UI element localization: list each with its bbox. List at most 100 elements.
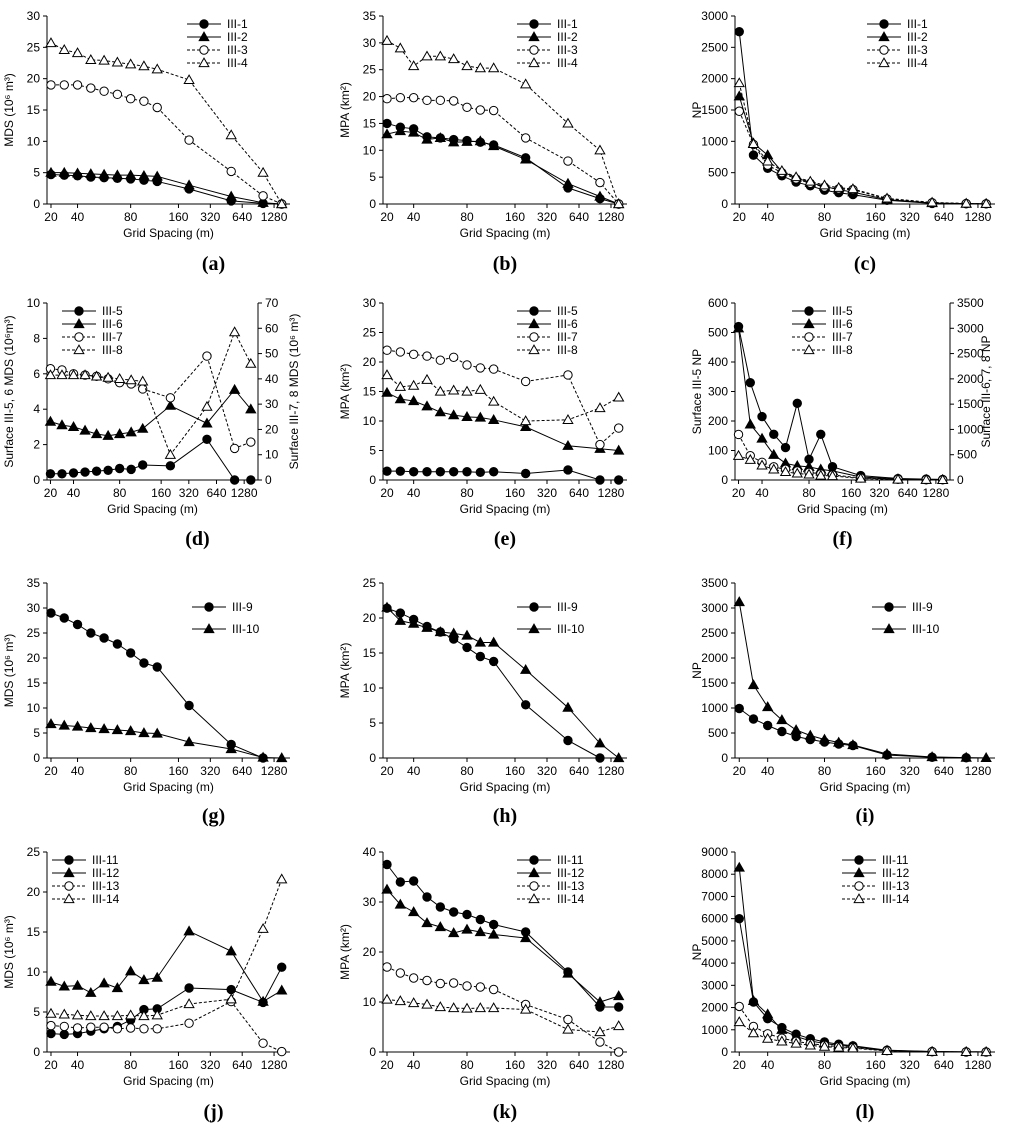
panel-label: (i) <box>856 805 875 827</box>
series-iii-11 <box>734 913 991 1057</box>
y-tick-label: 200 <box>708 414 728 428</box>
x-tick-label: 640 <box>232 210 252 224</box>
panel-label: (b) <box>493 253 517 275</box>
data-point <box>475 914 486 925</box>
data-point <box>733 429 744 440</box>
y-tick-label: 0 <box>721 751 728 765</box>
data-point <box>58 980 70 991</box>
data-point <box>72 80 83 90</box>
data-point <box>461 1002 473 1013</box>
x-tick-label: 1280 <box>261 764 288 778</box>
x-tick-label: 40 <box>761 1058 775 1072</box>
series-iii-2 <box>45 166 288 209</box>
data-point <box>228 383 241 394</box>
y-tick-label: 40 <box>363 845 377 859</box>
data-point <box>447 136 460 147</box>
data-point <box>408 467 419 477</box>
data-point <box>407 60 420 71</box>
data-point <box>462 102 472 113</box>
data-point <box>90 370 103 381</box>
y-tick-label: 30 <box>27 9 41 23</box>
data-point <box>258 191 268 201</box>
legend-label: III-6 <box>102 317 123 331</box>
data-point <box>434 385 447 396</box>
legend-label: III-12 <box>882 866 910 880</box>
data-point <box>382 466 392 476</box>
legend-label: III-1 <box>557 17 578 31</box>
legend: III-9 III-10 <box>192 600 260 636</box>
y-tick-label: 4000 <box>701 956 728 970</box>
data-point <box>111 56 124 67</box>
series-line <box>738 601 987 759</box>
data-point <box>202 434 212 444</box>
data-point <box>124 169 137 180</box>
series-iii-6 <box>381 386 625 455</box>
data-point <box>960 1046 972 1057</box>
data-point <box>461 60 473 71</box>
data-point <box>756 432 768 443</box>
data-point <box>768 448 780 459</box>
legend-label: III-4 <box>227 56 248 70</box>
data-point <box>563 735 573 746</box>
y-tick-label: 25 <box>363 63 377 77</box>
data-point <box>612 391 625 402</box>
x-tick-label: 20 <box>732 486 746 500</box>
legend-label: III-12 <box>557 866 585 880</box>
data-point <box>408 92 419 103</box>
data-point <box>434 626 447 637</box>
data-point <box>71 47 84 58</box>
data-point <box>520 468 531 479</box>
data-point <box>732 449 745 460</box>
panel-label: (l) <box>856 1101 875 1123</box>
data-point <box>138 974 150 985</box>
y-tick-label: 35 <box>27 576 41 590</box>
y-tick-label: 30 <box>363 895 377 909</box>
data-point <box>257 196 269 207</box>
y-tick-label: 0 <box>33 1045 40 1059</box>
y-tick-label: 5 <box>33 1005 40 1019</box>
data-point <box>246 475 256 485</box>
panel-label: (c) <box>854 253 876 275</box>
x-tick-label: 40 <box>71 764 85 778</box>
data-point <box>519 415 532 426</box>
data-point <box>475 651 486 662</box>
y-tick-label: 25 <box>363 326 377 340</box>
legend-label: III-14 <box>557 892 585 906</box>
data-point <box>475 982 486 992</box>
data-point <box>594 402 606 413</box>
legend-label: III-7 <box>557 330 578 344</box>
data-point <box>125 426 137 437</box>
data-point <box>734 1001 744 1012</box>
x-axis-label: Grid Spacing (m) <box>820 226 911 240</box>
data-point <box>395 92 406 103</box>
data-point <box>225 945 237 956</box>
y-tick-label: 5 <box>369 444 376 458</box>
panel-d: 0 2 4 6 8 10 0 10 20 30 40 50 60 70 20 40 80 160 320 640 128… <box>2 296 301 550</box>
data-point <box>936 474 949 485</box>
data-point <box>474 135 487 146</box>
legend-marker <box>529 602 539 612</box>
data-point <box>229 443 240 454</box>
x-tick-label: 640 <box>569 1058 589 1072</box>
data-point <box>79 369 91 380</box>
data-point <box>434 50 447 61</box>
data-point <box>474 62 487 73</box>
y-tick-label: 20 <box>27 651 41 665</box>
data-point <box>595 753 605 763</box>
panel-e: 0 5 10 15 20 25 30 20 40 80 160 320 640 1280 Grid Spac… <box>338 296 627 550</box>
data-point <box>487 395 500 406</box>
data-point <box>563 156 573 166</box>
data-point <box>407 126 420 137</box>
legend-marker <box>529 881 539 891</box>
data-point <box>382 859 392 870</box>
data-point <box>804 1039 816 1050</box>
data-point <box>613 1002 624 1012</box>
x-tick-label: 1280 <box>261 210 288 224</box>
y-tick-label: 5 <box>369 170 376 184</box>
legend-marker <box>203 623 215 634</box>
y-axis-label: MDS (10⁶ m³) <box>2 915 16 989</box>
data-point <box>519 78 532 89</box>
data-point <box>920 473 932 484</box>
